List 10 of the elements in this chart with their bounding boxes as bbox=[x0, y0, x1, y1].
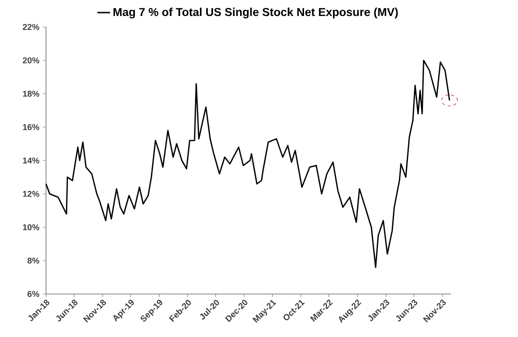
y-tick-label: 14% bbox=[23, 158, 40, 164]
y-tick-label: 18% bbox=[23, 90, 40, 97]
y-tick-label: 10% bbox=[23, 224, 40, 230]
y-tick-label: 22% bbox=[22, 24, 40, 30]
y-tick-label: 8% bbox=[28, 258, 40, 264]
y-tick-label: 20% bbox=[22, 57, 40, 64]
legend-label: Mag 7 % of Total US Single Stock Net Exposure (MV) bbox=[114, 8, 398, 18]
y-tick-label: 16% bbox=[23, 124, 40, 130]
y-tick-label: 12% bbox=[23, 190, 40, 197]
y-tick-label: 6% bbox=[28, 291, 40, 297]
